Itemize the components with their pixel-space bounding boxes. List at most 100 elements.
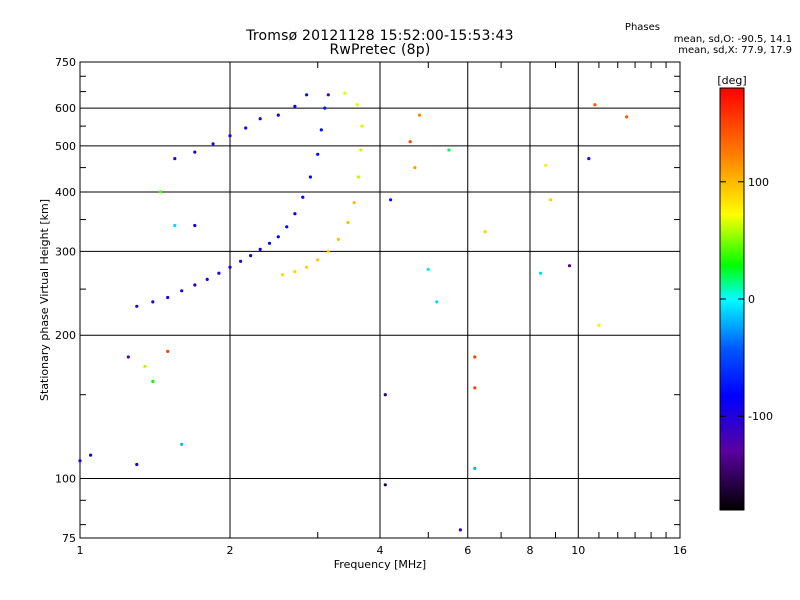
data-point — [426, 267, 430, 271]
series-o-mode-upper — [173, 93, 309, 161]
data-point — [625, 115, 629, 119]
data-point — [305, 93, 309, 97]
data-point — [359, 148, 363, 152]
x-tick-label: 8 — [527, 544, 534, 557]
data-point — [158, 190, 162, 194]
data-point — [326, 93, 330, 97]
data-point — [408, 140, 412, 144]
stats-o-line: mean, sd,O: -90.5, 14.1 — [673, 34, 792, 45]
data-point — [276, 113, 280, 117]
series-scattered — [78, 103, 629, 532]
series-x-mode — [281, 91, 364, 277]
data-point — [293, 270, 297, 274]
colorbar-label: [deg] — [717, 74, 746, 87]
data-point — [323, 106, 327, 110]
data-point — [276, 235, 280, 239]
data-point — [360, 124, 364, 128]
data-point — [205, 277, 209, 281]
x-tick-label: 1 — [77, 544, 84, 557]
data-point — [143, 364, 147, 368]
data-point — [173, 157, 177, 161]
data-point — [293, 104, 297, 108]
data-point — [413, 166, 417, 170]
data-point — [389, 198, 393, 202]
data-point — [258, 117, 262, 121]
data-point — [249, 254, 253, 258]
data-point — [587, 157, 591, 161]
data-point — [193, 150, 197, 154]
data-point — [126, 355, 130, 359]
data-point — [352, 201, 356, 205]
x-axis-label: Frequency [MHz] — [334, 558, 426, 571]
data-point — [597, 323, 601, 327]
data-point — [135, 462, 139, 467]
data-point — [211, 142, 215, 146]
data-point — [417, 113, 422, 117]
x-tick-label: 6 — [464, 544, 471, 557]
stats-header: Phases — [624, 22, 660, 33]
data-point — [305, 265, 309, 269]
data-point — [346, 220, 350, 225]
x-tick-label: 4 — [377, 544, 384, 557]
data-point — [166, 295, 170, 300]
data-point — [567, 264, 572, 268]
data-point — [78, 459, 82, 463]
data-point — [193, 283, 197, 287]
data-point — [319, 128, 323, 132]
data-point — [180, 442, 184, 446]
data-point — [151, 379, 155, 383]
x-tick-label: 2 — [227, 544, 234, 557]
y-tick-label: 100 — [55, 473, 76, 486]
data-point — [239, 259, 243, 263]
data-point — [544, 163, 548, 167]
data-point — [267, 241, 272, 245]
colorbar-tick-label: -100 — [748, 410, 773, 423]
y-tick-label: 400 — [55, 186, 76, 199]
data-point — [135, 304, 139, 308]
y-tick-label: 750 — [55, 56, 76, 69]
data-point — [228, 265, 232, 269]
chart-subtitle: RwPretec (8p) — [329, 42, 431, 58]
data-point — [316, 258, 320, 262]
chart-title: Tromsø 20121128 15:52:00-15:53:43 — [246, 28, 514, 44]
data-point — [228, 134, 232, 138]
plot-area: 1 2 4 6 8 10 16 75 100 200 300 400 500 600 750 Frequenc… — [38, 56, 687, 571]
data-point — [293, 212, 297, 216]
data-point — [281, 273, 285, 277]
data-point — [355, 103, 359, 107]
data-point — [173, 223, 177, 228]
data-point — [383, 393, 387, 397]
data-point — [244, 126, 248, 130]
data-point — [316, 152, 320, 156]
data-point — [308, 175, 312, 179]
data-point — [593, 103, 597, 107]
data-point — [193, 223, 197, 228]
y-tick-label: 600 — [55, 102, 76, 115]
data-point — [258, 247, 262, 251]
data-point — [447, 148, 451, 152]
data-point — [458, 528, 462, 532]
data-point — [483, 230, 487, 234]
data-point — [435, 300, 439, 304]
data-point — [89, 453, 93, 457]
data-point — [473, 386, 477, 390]
data-point — [180, 289, 184, 293]
y-tick-label: 200 — [55, 329, 76, 342]
stats-x-line: mean, sd,X: 77.9, 17.9 — [678, 45, 792, 56]
y-tick-label: 300 — [55, 245, 76, 258]
data-point — [356, 175, 360, 179]
x-tick-label: 16 — [673, 544, 687, 557]
data-point — [301, 195, 305, 199]
data-point — [343, 91, 347, 95]
data-point — [326, 249, 330, 253]
x-tick-label: 10 — [571, 544, 585, 557]
data-point — [166, 349, 170, 353]
data-point — [473, 466, 477, 470]
y-tick-label: 500 — [55, 140, 76, 153]
data-point — [383, 483, 387, 487]
colorbar-tick-label: 0 — [748, 293, 755, 306]
data-point — [285, 225, 289, 229]
data-point — [217, 271, 221, 275]
y-axis-label: Stationary phase Virtual Height [km] — [38, 199, 51, 401]
